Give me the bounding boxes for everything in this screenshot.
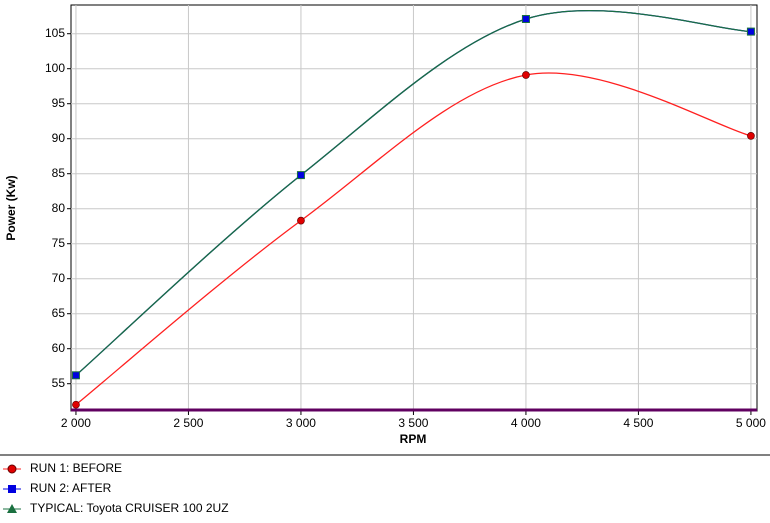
y-tick-label: 85 <box>52 166 66 180</box>
x-tick-label: 5 000 <box>736 416 766 430</box>
marker <box>72 400 80 409</box>
marker <box>296 171 305 180</box>
y-tick-label: 75 <box>52 236 66 250</box>
x-tick-label: 2 000 <box>61 416 91 430</box>
y-tick-label: 95 <box>52 96 66 110</box>
plot-area <box>70 4 758 412</box>
y-tick-label: 55 <box>52 376 66 390</box>
y-tick-label: 90 <box>52 131 66 145</box>
x-tick-label: 3 500 <box>398 416 428 430</box>
x-tick-label: 4 000 <box>511 416 541 430</box>
marker <box>521 15 530 23</box>
legend-marker <box>7 504 17 513</box>
marker <box>746 27 755 36</box>
series-line <box>75 9 751 376</box>
legend-marker <box>8 485 16 493</box>
legend-marker <box>7 464 17 474</box>
y-tick-label: 65 <box>52 306 66 320</box>
marker <box>297 216 305 225</box>
legend-label: RUN 2: AFTER <box>30 481 112 495</box>
legend-label: TYPICAL: Toyota CRUISER 100 2UZ <box>30 501 229 515</box>
marker <box>747 132 755 140</box>
series-line <box>75 72 752 406</box>
y-tick-label: 105 <box>45 26 65 40</box>
y-tick-label: 80 <box>52 201 66 215</box>
marker <box>71 371 80 380</box>
x-tick-label: 3 000 <box>286 416 316 430</box>
x-axis-label: RPM <box>400 432 427 446</box>
x-tick-label: 4 500 <box>623 416 653 430</box>
y-tick-label: 60 <box>52 341 66 355</box>
y-tick-label: 100 <box>45 61 65 75</box>
legend-label: RUN 1: BEFORE <box>30 461 122 475</box>
x-tick-label: 2 500 <box>173 416 203 430</box>
y-axis-label: Power (Kw) <box>4 175 18 240</box>
y-tick-label: 70 <box>52 271 66 285</box>
marker <box>522 71 530 79</box>
